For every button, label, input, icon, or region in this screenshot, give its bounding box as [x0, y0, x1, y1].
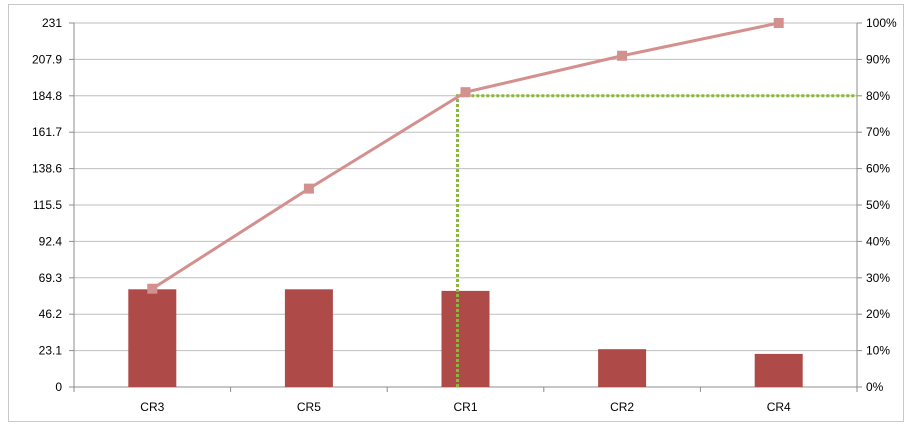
right-tick-label: 90%	[866, 52, 890, 66]
right-tick-label: 40%	[866, 234, 890, 248]
bar	[128, 289, 177, 387]
right-tick-label: 50%	[866, 198, 890, 212]
right-tick-label: 60%	[866, 162, 890, 176]
right-tick-label: 80%	[866, 89, 890, 103]
x-tick-label: CR2	[610, 400, 634, 414]
left-tick-label: 23.1	[39, 344, 63, 358]
right-tick-label: 20%	[866, 307, 890, 321]
bar	[598, 349, 647, 387]
left-tick-label: 115.5	[33, 198, 62, 212]
cumulative-marker	[303, 183, 314, 194]
x-tick-label: CR3	[140, 400, 164, 414]
x-tick-label: CR1	[453, 400, 477, 414]
cumulative-marker	[773, 18, 784, 28]
left-tick-label: 0	[55, 380, 62, 394]
cumulative-line	[151, 21, 780, 290]
left-tick-label: 184.8	[32, 89, 62, 103]
left-tick-label: 138.6	[32, 162, 62, 176]
right-tick-label: 100%	[866, 16, 897, 30]
left-tick-label: 46.2	[39, 307, 63, 321]
left-tick-label: 207.9	[32, 52, 62, 66]
left-tick-label: 92.4	[39, 234, 63, 248]
bar	[284, 289, 333, 387]
cumulative-marker	[617, 50, 628, 61]
right-tick-label: 10%	[866, 344, 890, 358]
right-tick-label: 70%	[866, 125, 890, 139]
bar	[754, 353, 803, 387]
x-tick-label: CR4	[767, 400, 791, 414]
x-tick-label: CR5	[297, 400, 321, 414]
cumulative-marker	[460, 87, 471, 98]
cumulative-marker	[147, 283, 158, 294]
right-tick-label: 30%	[866, 271, 890, 285]
right-tick-label: 0%	[866, 380, 884, 394]
left-tick-label: 161.7	[32, 125, 62, 139]
bar	[441, 290, 490, 387]
left-tick-label: 69.3	[39, 271, 63, 285]
left-tick-label: 231	[42, 16, 62, 30]
